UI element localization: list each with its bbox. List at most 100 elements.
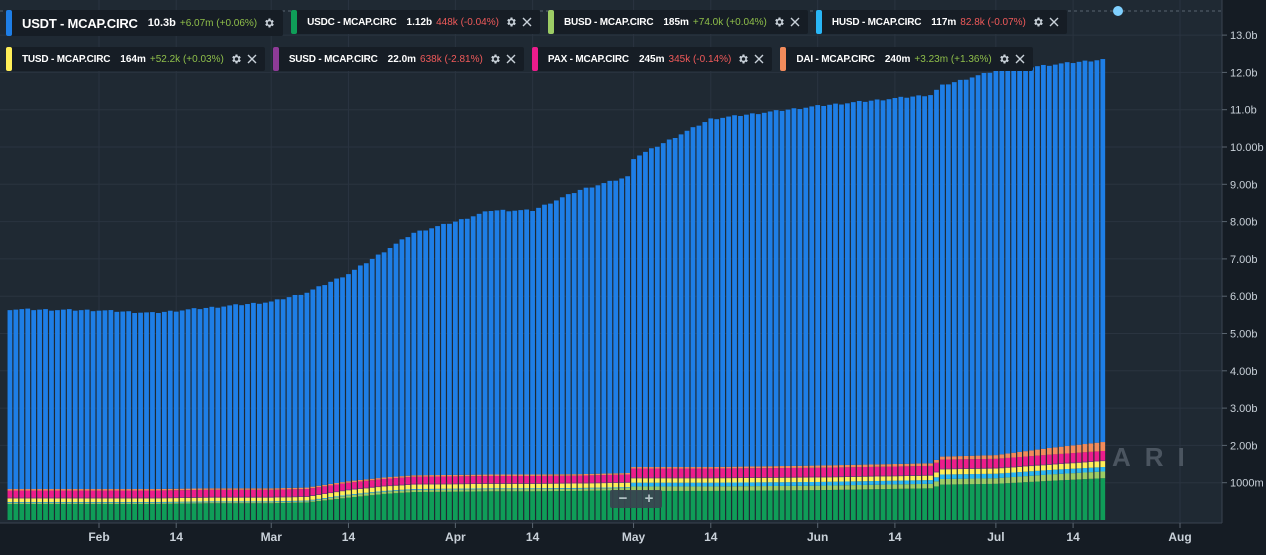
- bar-usdt[interactable]: [696, 125, 702, 468]
- bar-pax[interactable]: [31, 490, 37, 498]
- bar-usdc[interactable]: [880, 489, 886, 520]
- bar-day[interactable]: [916, 95, 922, 520]
- bar-dai[interactable]: [179, 488, 185, 491]
- bar-busd[interactable]: [90, 502, 96, 504]
- bar-day[interactable]: [987, 72, 993, 520]
- bar-dai[interactable]: [916, 463, 922, 467]
- bar-busd[interactable]: [720, 486, 726, 491]
- bar-day[interactable]: [298, 294, 304, 520]
- bar-usdc[interactable]: [298, 502, 304, 520]
- bar-usdc[interactable]: [191, 503, 197, 520]
- bar-busd[interactable]: [102, 502, 108, 504]
- bar-busd[interactable]: [524, 489, 530, 492]
- bar-usdc[interactable]: [963, 484, 969, 520]
- bar-usdc[interactable]: [126, 503, 132, 520]
- bar-busd[interactable]: [209, 502, 215, 504]
- bar-dai[interactable]: [90, 489, 96, 491]
- bar-dai[interactable]: [862, 464, 868, 467]
- bar-tusd[interactable]: [874, 476, 880, 481]
- bar-pax[interactable]: [144, 490, 149, 498]
- bar-usdc[interactable]: [310, 501, 316, 520]
- bar-pax[interactable]: [749, 468, 755, 478]
- bar-usdt[interactable]: [429, 228, 434, 476]
- bar-usdc[interactable]: [357, 496, 363, 520]
- bar-susd[interactable]: [553, 482, 559, 484]
- bar-pax[interactable]: [138, 490, 143, 498]
- bar-busd[interactable]: [453, 489, 458, 492]
- bar-busd[interactable]: [536, 488, 541, 492]
- bar-pax[interactable]: [827, 467, 832, 477]
- bar-pax[interactable]: [494, 475, 500, 484]
- bar-pax[interactable]: [625, 474, 630, 482]
- bar-susd[interactable]: [144, 497, 149, 499]
- bar-busd[interactable]: [494, 489, 500, 492]
- bar-husd[interactable]: [827, 481, 832, 486]
- bar-husd[interactable]: [494, 488, 500, 490]
- bar-usdc[interactable]: [910, 488, 916, 520]
- bar-husd[interactable]: [845, 481, 850, 486]
- bar-susd[interactable]: [1005, 466, 1011, 468]
- bar-day[interactable]: [334, 278, 339, 520]
- bar-day[interactable]: [791, 108, 797, 520]
- bar-susd[interactable]: [245, 496, 250, 498]
- bar-usdc[interactable]: [779, 490, 785, 520]
- bar-tusd[interactable]: [441, 484, 446, 489]
- bar-susd[interactable]: [280, 496, 286, 498]
- bar-usdc[interactable]: [292, 502, 298, 520]
- bar-susd[interactable]: [536, 483, 541, 484]
- bar-dai[interactable]: [542, 474, 547, 476]
- bar-susd[interactable]: [482, 483, 488, 484]
- bar-usdt[interactable]: [785, 109, 791, 466]
- bar-busd[interactable]: [815, 485, 821, 491]
- bar-usdt[interactable]: [660, 143, 666, 468]
- bar-busd[interactable]: [803, 485, 809, 491]
- bar-dai[interactable]: [167, 488, 173, 491]
- bar-pax[interactable]: [702, 468, 708, 478]
- bar-usdt[interactable]: [845, 103, 850, 465]
- bar-busd[interactable]: [631, 486, 636, 491]
- bar-usdc[interactable]: [1070, 479, 1076, 520]
- bar-dai[interactable]: [363, 479, 369, 481]
- bar-usdt[interactable]: [684, 130, 690, 468]
- bar-busd[interactable]: [951, 478, 957, 485]
- bar-susd[interactable]: [464, 483, 470, 485]
- bar-susd[interactable]: [1100, 460, 1106, 462]
- bar-busd[interactable]: [773, 485, 779, 491]
- bar-husd[interactable]: [7, 502, 13, 503]
- bar-susd[interactable]: [292, 496, 298, 498]
- bar-day[interactable]: [868, 100, 874, 520]
- bar-susd[interactable]: [839, 476, 844, 478]
- bar-pax[interactable]: [363, 480, 369, 488]
- bar-pax[interactable]: [1011, 457, 1017, 467]
- bar-dai[interactable]: [1088, 443, 1094, 452]
- bar-tusd[interactable]: [13, 498, 19, 503]
- bar-usdc[interactable]: [803, 490, 809, 520]
- bar-husd[interactable]: [1029, 471, 1034, 476]
- bar-tusd[interactable]: [607, 482, 613, 488]
- bar-busd[interactable]: [565, 488, 571, 491]
- bar-husd[interactable]: [613, 487, 619, 489]
- bar-usdt[interactable]: [862, 101, 868, 465]
- bar-dai[interactable]: [239, 488, 244, 490]
- legend-item[interactable]: PAX - MCAP.CIRC 245m 345k (-0.14%): [531, 47, 773, 71]
- bar-dai[interactable]: [666, 467, 672, 469]
- bar-tusd[interactable]: [1070, 463, 1076, 469]
- bar-day[interactable]: [714, 119, 720, 520]
- bar-day[interactable]: [821, 105, 826, 520]
- bar-usdt[interactable]: [60, 309, 66, 490]
- bar-susd[interactable]: [298, 496, 304, 497]
- bar-day[interactable]: [173, 311, 179, 520]
- bar-tusd[interactable]: [1088, 461, 1094, 468]
- bar-day[interactable]: [185, 309, 191, 520]
- bar-dai[interactable]: [1035, 449, 1040, 456]
- bar-pax[interactable]: [132, 490, 138, 498]
- bar-husd[interactable]: [262, 501, 268, 503]
- bar-dai[interactable]: [744, 466, 749, 469]
- bar-day[interactable]: [346, 274, 351, 520]
- bar-susd[interactable]: [417, 483, 423, 485]
- bar-busd[interactable]: [108, 502, 114, 504]
- bar-dai[interactable]: [619, 473, 625, 475]
- bar-day[interactable]: [934, 89, 939, 520]
- bar-usdc[interactable]: [993, 483, 999, 520]
- bar-tusd[interactable]: [518, 483, 524, 489]
